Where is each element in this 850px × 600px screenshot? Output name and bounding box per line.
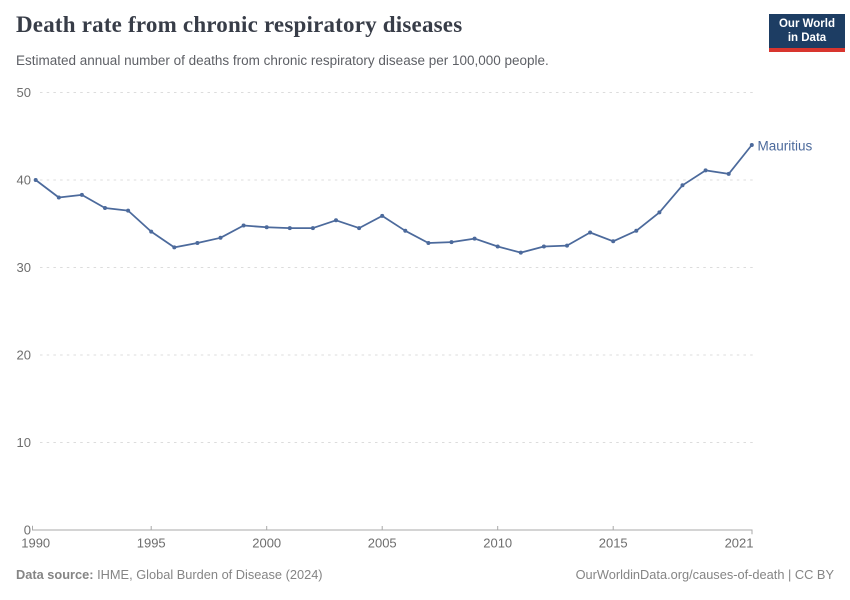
footer-credit: OurWorldinData.org/causes-of-death | CC … <box>576 567 834 582</box>
entity-label: Mauritius <box>758 139 813 154</box>
license-label: CC BY <box>794 567 834 582</box>
y-tick-label: 20 <box>17 348 31 363</box>
y-axis-labels: 0 10 20 30 40 50 <box>17 85 31 538</box>
page-title: Death rate from chronic respiratory dise… <box>16 12 463 37</box>
data-source-label: Data source: <box>16 567 94 582</box>
data-point[interactable] <box>56 195 61 200</box>
data-point[interactable] <box>611 239 616 244</box>
data-point[interactable] <box>657 210 662 215</box>
y-tick-label: 30 <box>17 260 31 275</box>
data-point[interactable] <box>472 236 477 241</box>
data-point[interactable] <box>518 250 523 255</box>
footer-separator: | <box>784 567 795 582</box>
data-point[interactable] <box>680 183 685 188</box>
data-point[interactable] <box>103 206 107 210</box>
data-point[interactable] <box>634 228 639 233</box>
data-point[interactable] <box>588 230 593 235</box>
owid-logo-line2: in Data <box>787 31 827 44</box>
x-axis <box>32 525 753 535</box>
data-point[interactable] <box>287 226 292 231</box>
y-tick-label: 10 <box>17 435 31 450</box>
owid-logo[interactable]: Our World in Data <box>769 14 845 52</box>
data-point[interactable] <box>79 192 84 197</box>
data-point[interactable] <box>449 240 454 245</box>
data-point[interactable] <box>726 171 731 176</box>
data-point[interactable] <box>703 168 708 173</box>
x-tick-label: 2000 <box>252 536 281 551</box>
x-tick-label: 1995 <box>137 536 166 551</box>
data-point[interactable] <box>565 243 569 248</box>
y-tick-label: 40 <box>17 173 31 188</box>
chart-subtitle: Estimated annual number of deaths from c… <box>16 53 549 68</box>
chart-footer: Data source: IHME, Global Burden of Dise… <box>16 567 834 582</box>
data-point[interactable] <box>334 218 338 223</box>
data-point[interactable] <box>403 228 408 233</box>
data-point[interactable] <box>380 213 385 218</box>
data-point[interactable] <box>149 229 154 234</box>
data-point[interactable] <box>172 245 177 250</box>
x-tick-label: 1990 <box>21 536 50 551</box>
owid-logo-line1: Our World <box>778 18 835 30</box>
data-point[interactable] <box>541 244 546 249</box>
data-point[interactable] <box>195 241 200 245</box>
data-point[interactable] <box>126 208 131 213</box>
data-point[interactable] <box>749 143 754 147</box>
x-tick-label: 2021 <box>725 536 754 551</box>
x-tick-label: 2005 <box>368 536 397 551</box>
y-tick-label: 0 <box>24 523 31 538</box>
data-point[interactable] <box>241 223 246 228</box>
data-source-note: Data source: IHME, Global Burden of Dise… <box>16 567 323 582</box>
data-source-value: IHME, Global Burden of Disease (2024) <box>97 567 323 582</box>
owid-url-link[interactable]: OurWorldinData.org/causes-of-death <box>575 567 785 582</box>
data-point[interactable] <box>310 226 315 231</box>
x-tick-label: 2015 <box>599 536 628 551</box>
data-points <box>33 143 754 255</box>
data-point[interactable] <box>264 225 269 230</box>
y-gridlines <box>40 92 755 443</box>
series-line <box>34 144 753 254</box>
data-point[interactable] <box>357 226 362 231</box>
data-point[interactable] <box>218 235 223 240</box>
x-axis-labels: 1990 1995 2000 2005 2010 2015 2021 <box>21 536 753 551</box>
data-point[interactable] <box>495 244 500 249</box>
y-tick-label: 50 <box>17 85 31 100</box>
data-point[interactable] <box>426 241 431 245</box>
x-tick-label: 2010 <box>483 536 512 551</box>
data-point[interactable] <box>33 178 38 182</box>
